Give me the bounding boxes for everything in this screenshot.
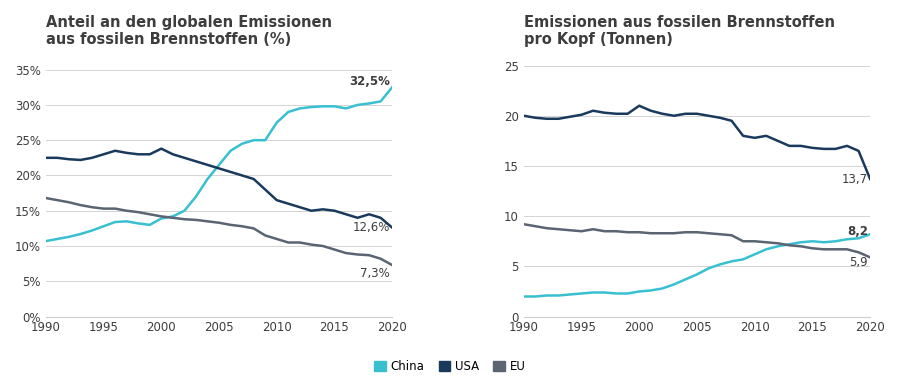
- Text: 8,2: 8,2: [847, 225, 868, 238]
- Text: Emissionen aus fossilen Brennstoffen
pro Kopf (Tonnen): Emissionen aus fossilen Brennstoffen pro…: [524, 15, 835, 47]
- Legend: China, USA, EU: China, USA, EU: [369, 356, 531, 378]
- Text: Anteil an den globalen Emissionen
aus fossilen Brennstoffen (%): Anteil an den globalen Emissionen aus fo…: [46, 15, 332, 47]
- Text: 7,3%: 7,3%: [360, 267, 390, 280]
- Text: 13,7: 13,7: [842, 172, 868, 185]
- Text: 5,9: 5,9: [850, 256, 868, 269]
- Text: 12,6%: 12,6%: [353, 221, 390, 234]
- Text: 32,5%: 32,5%: [349, 75, 390, 88]
